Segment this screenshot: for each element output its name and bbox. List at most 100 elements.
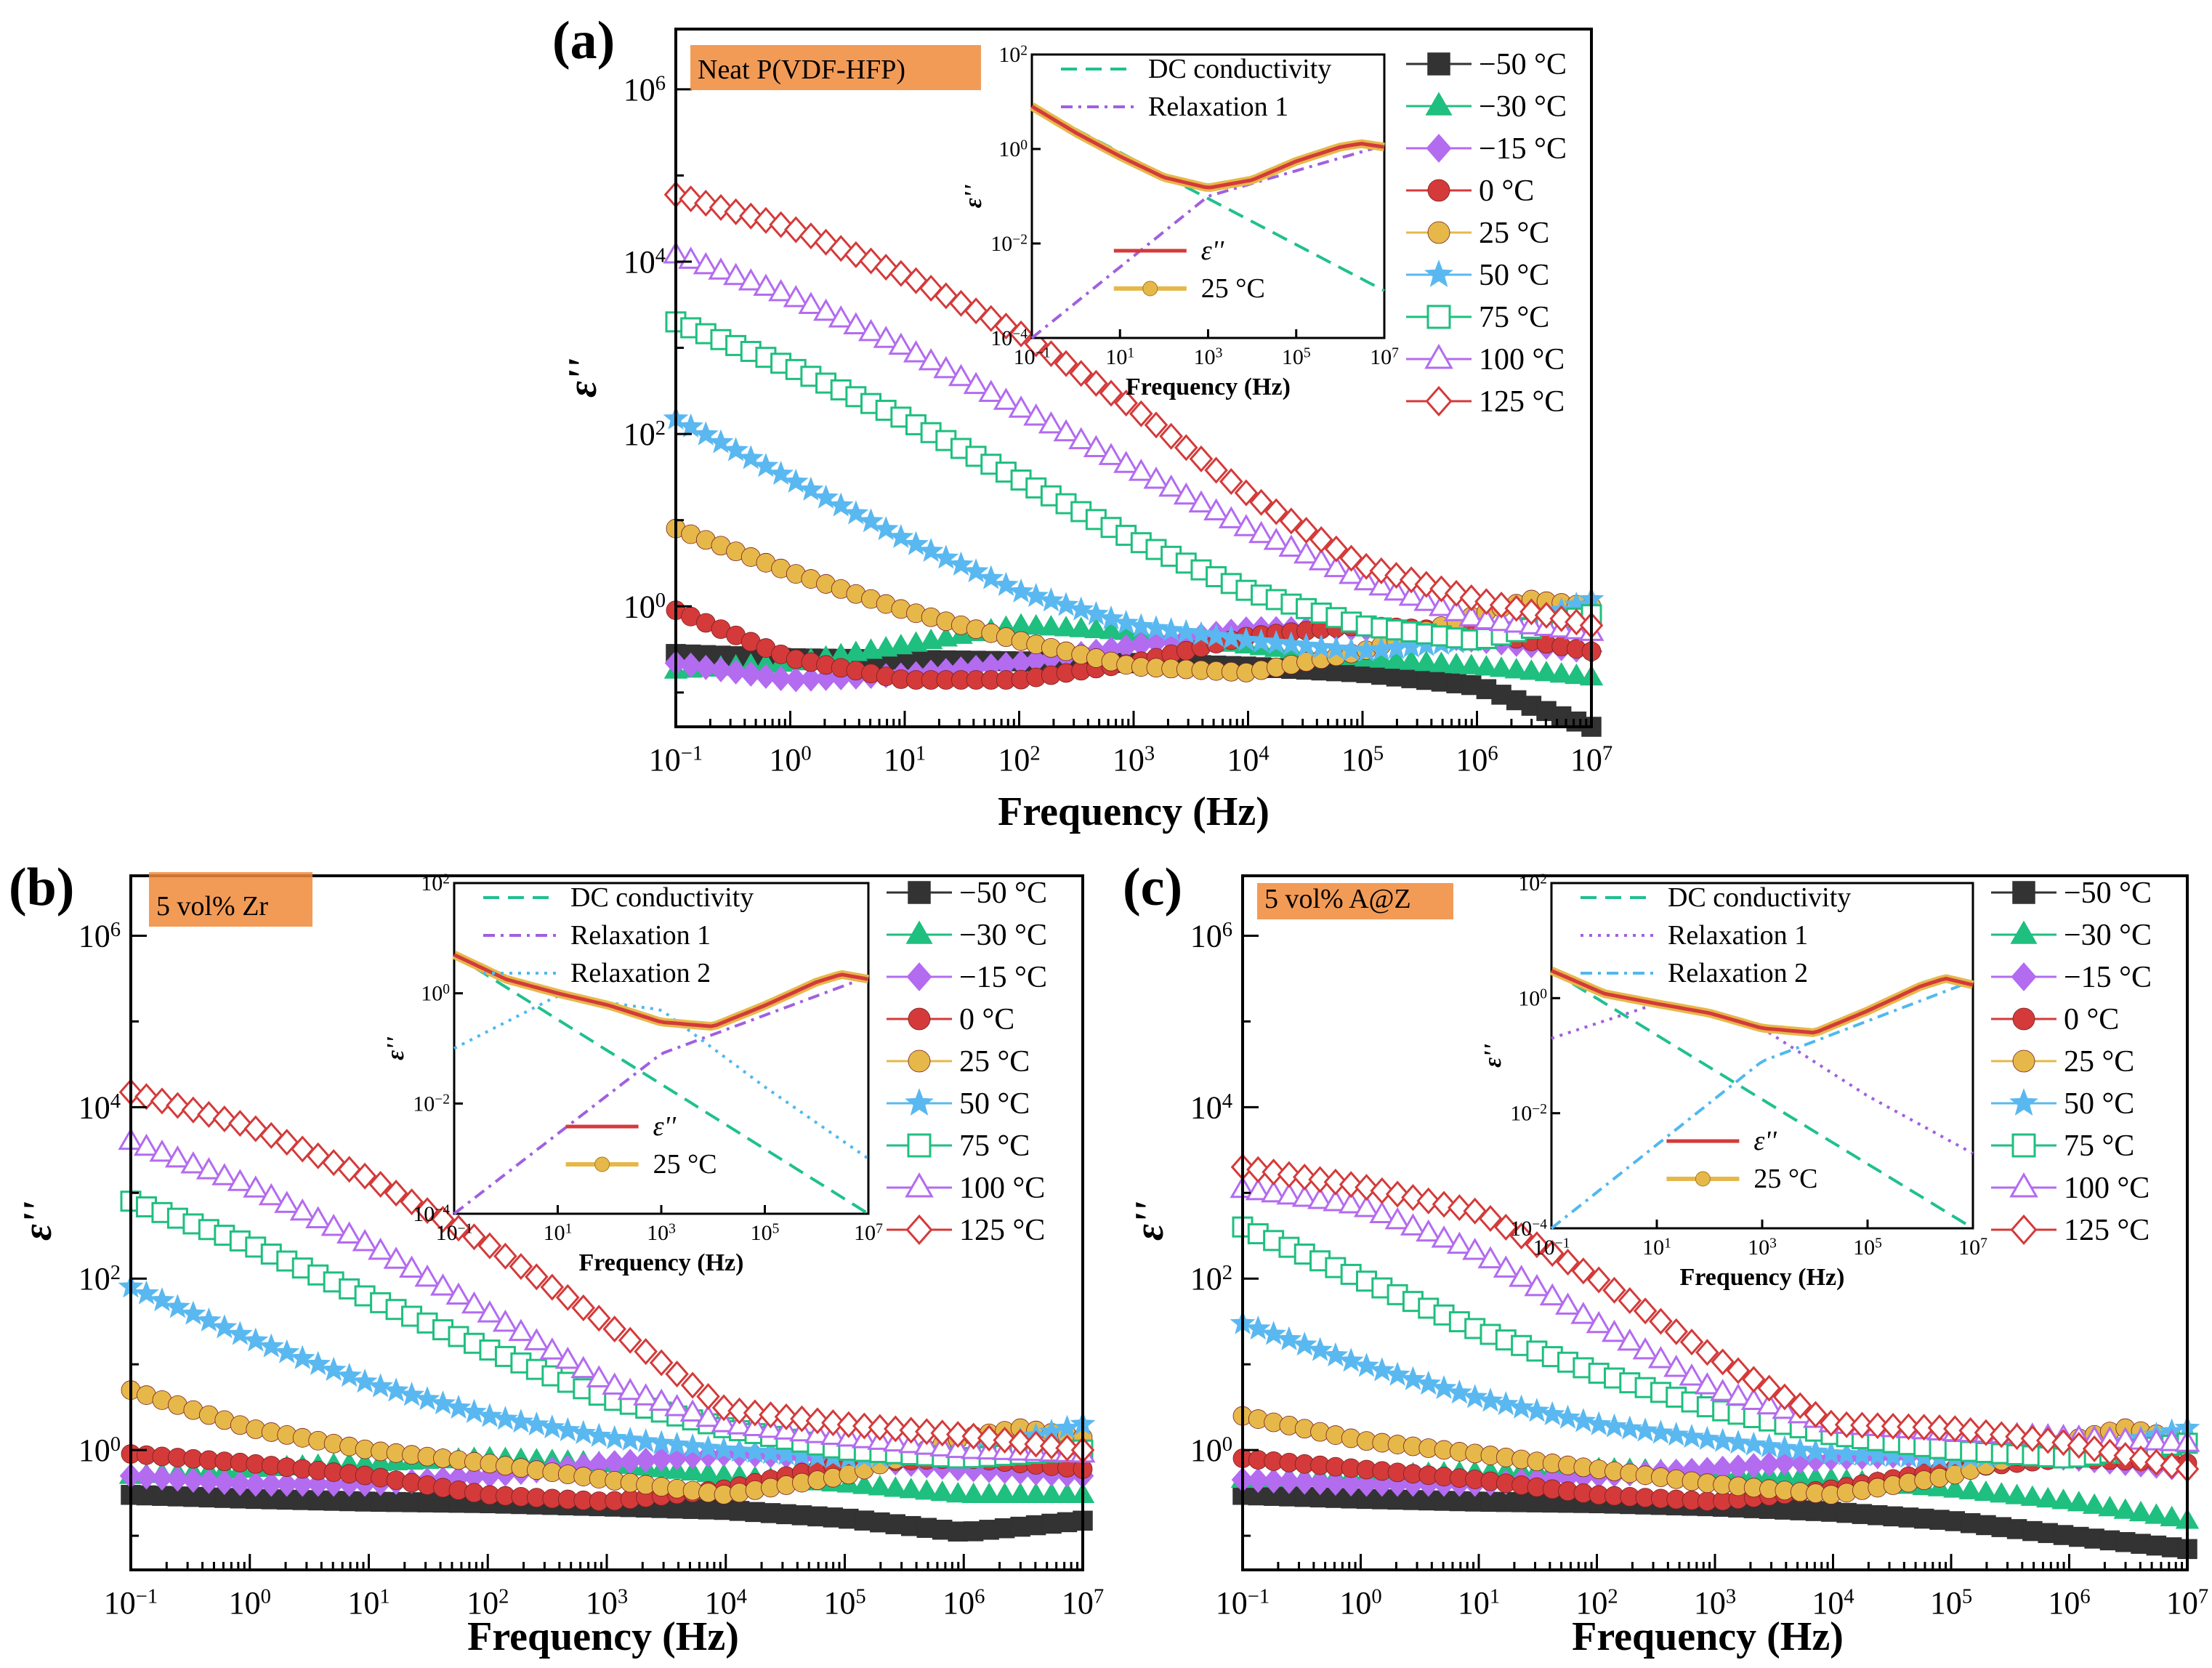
legend-label: −30 °C <box>1479 90 1567 124</box>
data-point <box>1539 1283 1565 1306</box>
sample-tag-bg <box>690 45 981 90</box>
inset-curve-0 <box>453 954 870 1215</box>
data-point <box>1055 1434 1079 1462</box>
panel-b: 10−1 100 101 102 103 104 105 106 107 100 102 104 106… <box>9 858 1104 1659</box>
data-point <box>1158 617 1184 642</box>
data-point <box>586 1365 612 1387</box>
data-point <box>727 1438 752 1462</box>
data-point <box>149 1287 175 1312</box>
data-point <box>150 1465 174 1491</box>
data-point <box>1428 594 1454 616</box>
data-point <box>430 1390 456 1415</box>
data-point <box>1323 1342 1349 1367</box>
data-point <box>197 1100 221 1128</box>
data-point <box>540 1273 565 1301</box>
data-point <box>1038 587 1064 612</box>
data-point <box>739 661 762 687</box>
inset-x-tick-label: 101 <box>544 1221 573 1245</box>
data-point <box>1384 1206 1410 1230</box>
legend-item: −30 °C <box>1406 90 1567 124</box>
data-point <box>1679 1423 1705 1449</box>
data-point <box>1448 1194 1472 1222</box>
data-point <box>977 1425 1001 1452</box>
data-point <box>1264 498 1288 525</box>
legend-marker <box>2010 1214 2038 1246</box>
data-point <box>2113 1442 2138 1470</box>
data-point <box>843 312 869 335</box>
data-point <box>930 1419 955 1447</box>
data-point <box>828 305 854 328</box>
data-point <box>1525 1231 1549 1259</box>
data-point <box>1519 659 1543 680</box>
data-point <box>1204 456 1228 484</box>
data-point <box>180 1300 206 1325</box>
data-point <box>1188 490 1214 513</box>
legend-marker <box>2009 1088 2038 1116</box>
legend-item: 75 °C <box>1991 1129 2134 1163</box>
data-point <box>1534 661 1559 682</box>
data-point <box>679 652 702 678</box>
data-point <box>1249 488 1273 516</box>
data-point <box>664 1393 690 1417</box>
legend-marker <box>1426 305 1451 329</box>
data-point <box>2098 1438 2122 1466</box>
data-point <box>1617 1415 1643 1440</box>
data-point <box>978 379 1004 402</box>
legend-marker <box>908 881 931 904</box>
legend-label: 100 °C <box>959 1172 1045 1205</box>
sample-tag-text: 5 vol% Zr <box>156 891 268 922</box>
data-point <box>1128 459 1154 481</box>
data-point <box>2098 1496 2122 1517</box>
data-point <box>1369 1201 1395 1224</box>
inset-legend-label: ε'' <box>1753 1126 1777 1156</box>
data-point <box>1710 1379 1736 1401</box>
data-point <box>664 1431 690 1456</box>
data-point <box>1008 1482 1033 1503</box>
data-point <box>1276 1326 1302 1350</box>
inset-legend-label: Relaxation 1 <box>1668 920 1808 951</box>
legend-item: −50 °C <box>1406 48 1567 81</box>
data-point <box>1339 637 1364 661</box>
x-tick-label: 10−1 <box>104 1585 158 1621</box>
legend-label: 125 °C <box>959 1214 1045 1247</box>
data-point <box>1039 615 1063 636</box>
data-point <box>274 1339 300 1363</box>
data-point <box>1504 595 1529 622</box>
x-tick-label: 105 <box>1341 742 1384 778</box>
data-point <box>680 1371 705 1399</box>
inset-y-tick-label: 10−4 <box>990 326 1028 350</box>
inset-x-tick-label: 103 <box>1194 345 1223 369</box>
data-point <box>539 1414 565 1439</box>
data-point <box>227 1169 253 1191</box>
data-point <box>1647 1419 1674 1444</box>
data-point <box>461 1291 488 1314</box>
data-point <box>1069 616 1093 637</box>
data-point <box>813 298 839 321</box>
data-point <box>274 1190 300 1213</box>
data-point <box>695 1404 722 1427</box>
legend-item: 125 °C <box>1406 385 1565 419</box>
data-point <box>693 251 719 275</box>
data-point <box>1292 1163 1317 1191</box>
legend-marker <box>1427 221 1450 244</box>
data-point <box>260 1243 282 1265</box>
data-point <box>1586 1266 1611 1294</box>
data-point <box>1663 1422 1690 1446</box>
sample-tag-bg <box>1257 883 1453 919</box>
data-point <box>289 1345 315 1369</box>
y-axis-title: ε'' <box>560 358 605 398</box>
data-point <box>945 1481 970 1503</box>
data-point <box>1726 1357 1751 1385</box>
data-point <box>1865 1412 1890 1440</box>
data-point <box>461 1398 487 1423</box>
data-point <box>1246 1156 1270 1183</box>
data-point <box>1039 340 1063 368</box>
data-point <box>2020 1485 2045 1506</box>
legend-item: 50 °C <box>1991 1087 2134 1121</box>
inset-curve-1 <box>1030 143 1385 339</box>
series-group <box>1230 1153 2200 1560</box>
inset-x-title: Frequency (Hz) <box>579 1249 744 1276</box>
sample-tag-text: 5 vol% A@Z <box>1264 884 1411 914</box>
data-point <box>1958 1417 1982 1444</box>
